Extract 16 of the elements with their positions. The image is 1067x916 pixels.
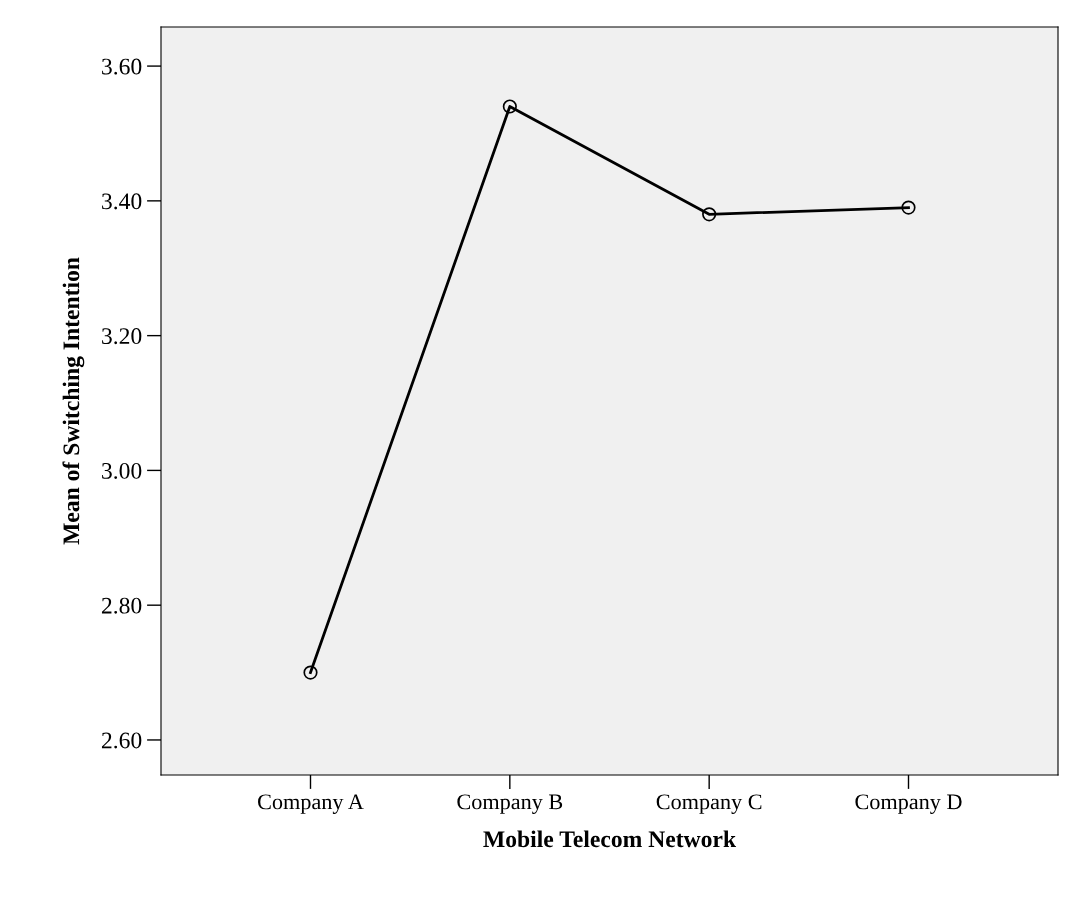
point xyxy=(901,200,916,215)
y-tick-label: 3.40 xyxy=(102,193,142,210)
y-tick-label: 3.20 xyxy=(102,328,142,345)
point xyxy=(702,207,717,222)
y-tick-label: 3.60 xyxy=(102,58,142,75)
point xyxy=(303,665,318,680)
x-tick-label: Company D xyxy=(855,794,962,814)
y-tick-label: 2.60 xyxy=(101,732,142,749)
y-tick-label: 3.00 xyxy=(102,462,142,479)
point xyxy=(502,99,517,114)
x-tick-label: Company B xyxy=(457,794,563,814)
x-tick-label: Company A xyxy=(258,794,364,814)
y-tick-label: 2.80 xyxy=(101,597,142,614)
y-axis-title: Mean of Switching Intention xyxy=(62,257,85,545)
x-axis-title: Mobile Telecom Network xyxy=(483,830,737,848)
x-tick-label: Company C xyxy=(656,794,762,814)
